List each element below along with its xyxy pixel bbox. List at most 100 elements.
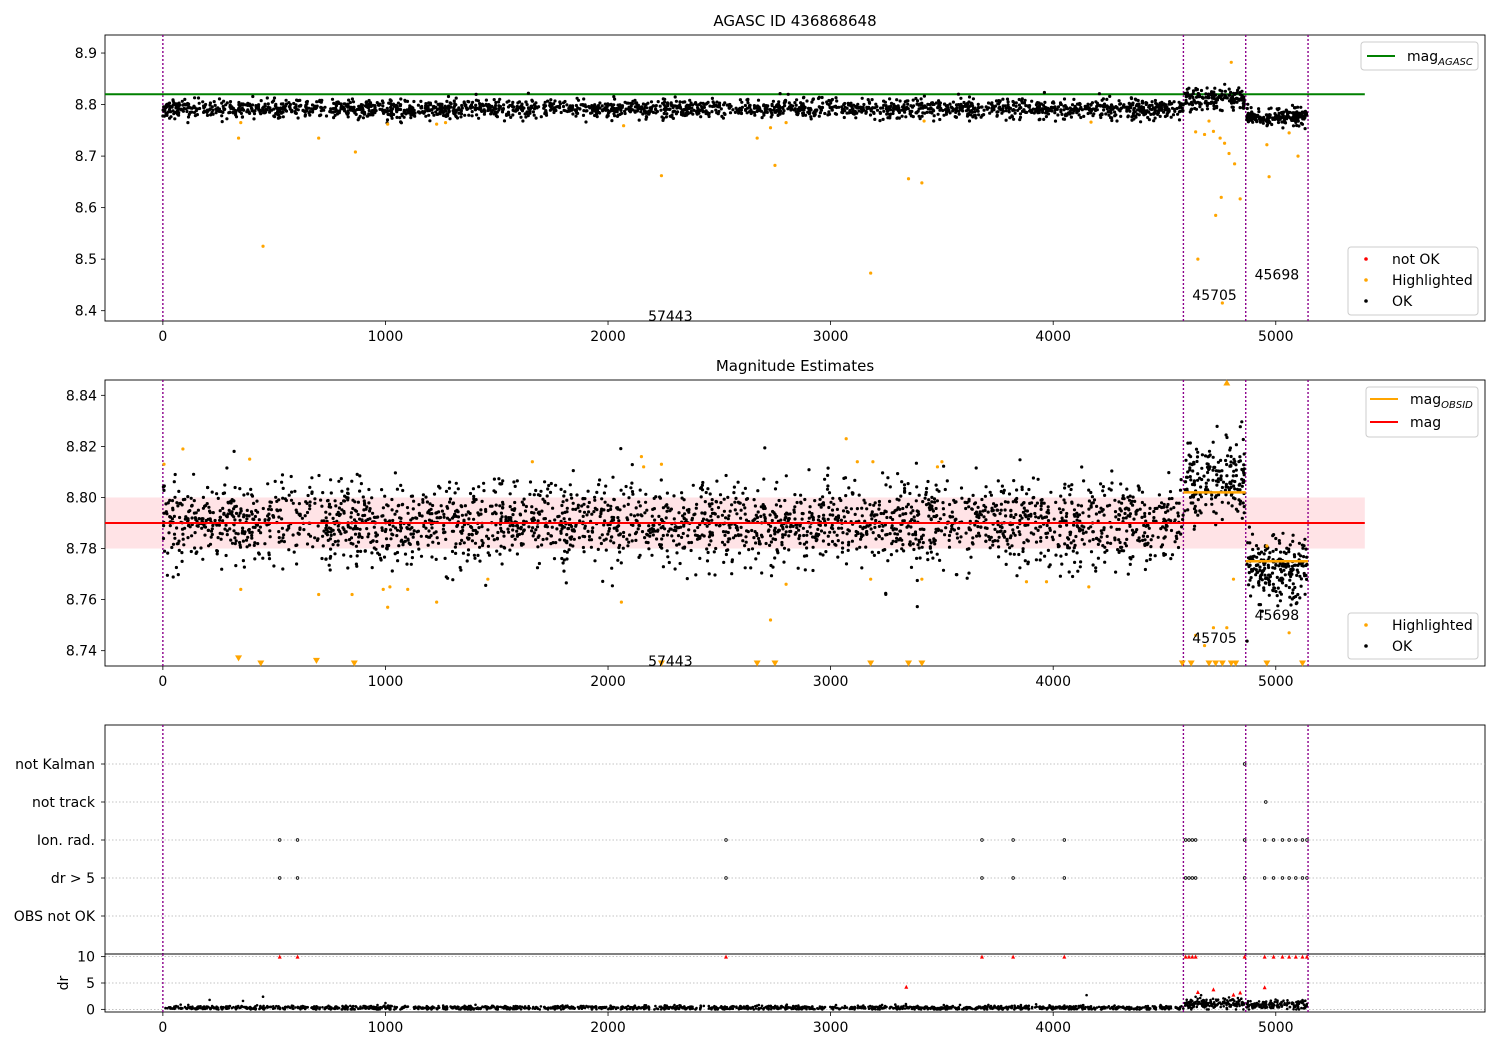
p1-ok-point	[1184, 98, 1188, 102]
p1-ok-point	[440, 104, 444, 108]
p2-ok-point	[561, 561, 565, 565]
p2-ok-point	[1165, 505, 1169, 509]
p1-ok-point	[874, 102, 878, 106]
p2-ok-point	[587, 510, 591, 514]
p1-ok-point	[1131, 114, 1135, 118]
p2-ok-point	[743, 512, 747, 516]
p1-ok-point	[348, 100, 352, 105]
p2-ok-point	[463, 504, 467, 508]
p2-ok-point	[559, 523, 564, 527]
p2-ok-point	[508, 516, 512, 520]
p2-ok-point	[908, 543, 912, 547]
p2-ok-point	[967, 497, 971, 501]
p1-ok-point	[526, 91, 531, 95]
p2-ok-point	[465, 559, 469, 563]
p2-ok-point	[486, 544, 490, 548]
p1-ok-point	[917, 103, 921, 107]
p2-ok-point	[238, 518, 242, 522]
p1-ok-point	[1110, 116, 1114, 120]
p2-ok-point	[1094, 566, 1098, 570]
p1-ok-point	[746, 97, 750, 101]
p2-ok-point	[482, 481, 486, 485]
p1-ok-point	[858, 105, 862, 109]
p1-ok-point	[520, 109, 525, 113]
p2-ok-point	[660, 518, 664, 522]
p2-ok-point	[957, 526, 961, 531]
p1-ok-point	[954, 107, 959, 111]
p2-ok-point	[830, 539, 835, 544]
p2-ok-point	[161, 536, 166, 541]
p1-ok-point	[903, 110, 907, 114]
p2-ok-point	[1079, 504, 1084, 508]
p2-ok-point	[563, 490, 567, 494]
p1-ok-point	[1100, 98, 1104, 102]
p2-ok-point	[682, 506, 686, 510]
p2-ok-point	[336, 539, 340, 543]
p2-ok-point	[298, 526, 302, 530]
p2-ok-point	[162, 488, 166, 492]
p1-ok-point	[881, 117, 885, 121]
p1-ok-point	[497, 104, 501, 108]
p2-ok-point	[865, 507, 869, 511]
p2-ok-point	[908, 540, 912, 544]
p2-ok-point	[565, 557, 569, 561]
p1-ok-point	[240, 115, 244, 119]
p2-ok-point	[1069, 541, 1073, 545]
p2-ok-point	[927, 498, 931, 502]
p1-ok-point	[1153, 110, 1157, 114]
p2-ok-point	[210, 527, 214, 531]
p1-ok-point	[620, 111, 624, 115]
p2-ok-point	[645, 532, 649, 536]
p2-ok-point	[313, 536, 317, 540]
p1-ok-point	[311, 110, 315, 114]
p2-ok-point	[280, 517, 284, 521]
p1-ok-point	[1053, 119, 1058, 123]
p2-ok-point	[618, 508, 622, 512]
p1-ok-point	[1205, 107, 1210, 111]
p2-ok-point	[669, 507, 674, 511]
p1-ok-point	[1152, 119, 1156, 123]
p2-ok-point	[925, 551, 930, 555]
p2-ok-point	[909, 511, 913, 515]
p2-ok-point	[391, 518, 395, 523]
p2-ok-point	[363, 513, 367, 518]
p2-ok-point	[1103, 493, 1107, 497]
p1-ok-point	[435, 112, 439, 116]
p2-ok-point	[1071, 549, 1075, 553]
p1-ok-point	[1082, 114, 1086, 118]
p2-ok-point	[1046, 505, 1050, 509]
p1-ok-point	[843, 105, 847, 109]
p2-ok-point	[733, 534, 738, 538]
p1-ok-point	[162, 114, 166, 118]
p2-ok-point	[661, 524, 665, 529]
p2-ok-point	[917, 538, 921, 543]
p2-ok-point	[700, 511, 704, 515]
p1-ok-point	[941, 108, 945, 113]
p1-ok-point	[481, 103, 485, 107]
p1-ok-point	[231, 111, 235, 115]
p2-ok-point	[477, 526, 481, 530]
p2-ok-point	[565, 506, 569, 510]
p2-ok-point	[616, 516, 620, 520]
p1-ok-point	[1151, 106, 1156, 110]
p2-ok-point	[866, 524, 870, 528]
p2-ok-point	[828, 530, 832, 534]
p2-ok-point	[585, 513, 589, 517]
p1-ok-point	[959, 96, 963, 100]
p2-ok-point	[308, 507, 312, 511]
p1-ok-point	[1118, 102, 1123, 106]
p2-ok-point	[193, 531, 197, 535]
p2-ok-point	[237, 514, 241, 518]
p2-ok-point	[944, 526, 948, 530]
p2-ok-point	[783, 498, 787, 503]
p2-ok-point	[421, 498, 425, 502]
p1-ok-point	[869, 108, 873, 112]
p2-ok-point	[267, 557, 272, 561]
p1-ok-point	[1190, 103, 1195, 107]
p2-ok-point	[703, 511, 707, 515]
p2-ok-point	[1063, 542, 1067, 546]
p2-ok-point	[938, 558, 942, 563]
p2-ok-point	[501, 506, 505, 510]
p1-ok-point	[810, 100, 814, 104]
p2-ok-point	[211, 523, 215, 528]
